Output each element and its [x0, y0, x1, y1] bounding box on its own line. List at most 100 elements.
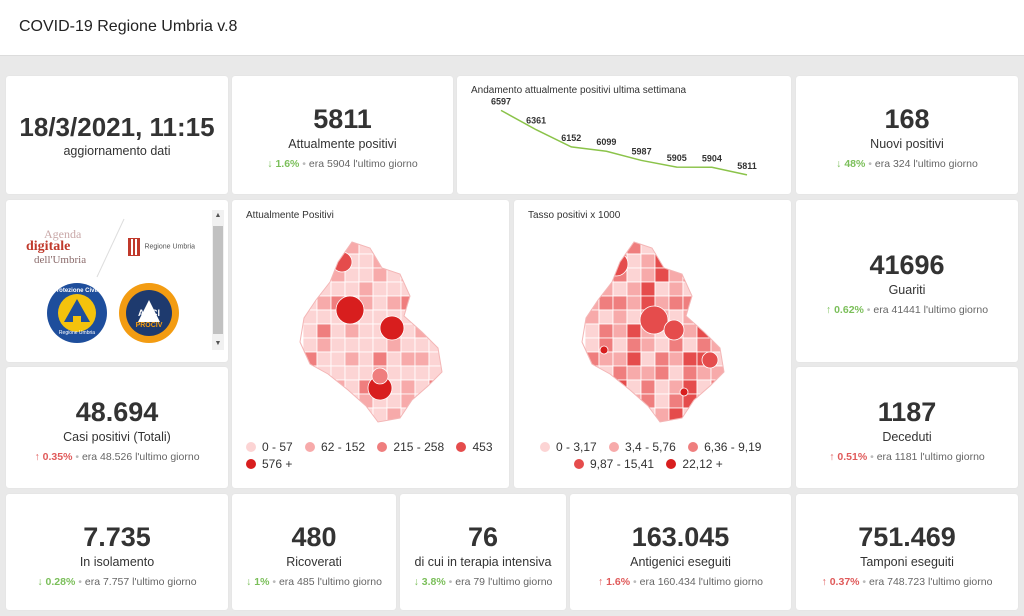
municipality-area[interactable]: [696, 337, 712, 353]
municipality-area[interactable]: [330, 421, 346, 436]
municipality-area[interactable]: [443, 408, 457, 422]
municipality-area[interactable]: [640, 365, 656, 381]
municipality-area[interactable]: [598, 253, 614, 269]
municipality-area[interactable]: [330, 337, 346, 353]
municipality-area[interactable]: [344, 365, 360, 381]
municipality-area[interactable]: [302, 253, 318, 269]
municipality-area[interactable]: [612, 309, 628, 325]
municipality-area[interactable]: [710, 337, 725, 353]
municipality-area[interactable]: [598, 240, 614, 255]
municipality-area[interactable]: [316, 253, 332, 269]
municipality-area[interactable]: [598, 295, 614, 311]
municipality-area[interactable]: [428, 379, 443, 395]
municipality-area[interactable]: [654, 337, 670, 353]
municipality-area[interactable]: [725, 380, 739, 394]
municipality-area[interactable]: [598, 351, 614, 367]
municipality-area[interactable]: [302, 281, 318, 297]
municipality-area[interactable]: [428, 421, 443, 436]
municipality-area[interactable]: [626, 379, 642, 395]
municipality-area[interactable]: [443, 352, 457, 366]
municipality-area[interactable]: [372, 421, 388, 436]
municipality-area[interactable]: [696, 407, 712, 422]
municipality-area[interactable]: [344, 393, 360, 409]
municipality-area[interactable]: [414, 323, 430, 339]
municipality-area[interactable]: [626, 309, 642, 325]
municipality-area[interactable]: [696, 323, 712, 339]
municipality-area[interactable]: [640, 253, 656, 269]
municipality-area[interactable]: [710, 407, 725, 422]
municipality-area[interactable]: [598, 309, 614, 325]
municipality-area[interactable]: [344, 379, 360, 395]
municipality-area[interactable]: [626, 253, 642, 269]
municipality-area[interactable]: [584, 379, 600, 395]
municipality-area[interactable]: [400, 337, 416, 353]
municipality-area[interactable]: [663, 319, 685, 341]
municipality-area[interactable]: [386, 295, 402, 311]
municipality-area[interactable]: [443, 310, 457, 324]
municipality-area[interactable]: [710, 323, 725, 339]
municipality-area[interactable]: [612, 421, 628, 436]
municipality-area[interactable]: [654, 365, 670, 381]
municipality-area[interactable]: [302, 365, 318, 381]
municipality-area[interactable]: [443, 394, 457, 408]
municipality-area[interactable]: [725, 282, 739, 296]
municipality-area[interactable]: [696, 295, 712, 311]
municipality-area[interactable]: [710, 281, 725, 297]
municipality-area[interactable]: [679, 387, 689, 397]
municipality-area[interactable]: [710, 253, 725, 269]
municipality-area[interactable]: [379, 315, 405, 341]
municipality-area[interactable]: [400, 421, 416, 436]
municipality-area[interactable]: [443, 282, 457, 296]
municipality-area[interactable]: [302, 337, 318, 353]
municipality-area[interactable]: [725, 254, 739, 268]
municipality-area[interactable]: [344, 337, 360, 353]
municipality-area[interactable]: [428, 240, 443, 255]
municipality-area[interactable]: [710, 267, 725, 283]
municipality-area[interactable]: [358, 337, 374, 353]
municipality-area[interactable]: [316, 365, 332, 381]
municipality-area[interactable]: [725, 310, 739, 324]
municipality-area[interactable]: [302, 421, 318, 436]
municipality-area[interactable]: [668, 351, 684, 367]
municipality-area[interactable]: [584, 323, 600, 339]
municipality-area[interactable]: [428, 337, 443, 353]
municipality-area[interactable]: [682, 323, 698, 339]
municipality-area[interactable]: [612, 323, 628, 339]
municipality-area[interactable]: [414, 281, 430, 297]
municipality-area[interactable]: [316, 351, 332, 367]
municipality-area[interactable]: [428, 267, 443, 283]
municipality-area[interactable]: [640, 379, 656, 395]
municipality-area[interactable]: [626, 351, 642, 367]
municipality-area[interactable]: [654, 240, 670, 255]
municipality-area[interactable]: [682, 351, 698, 367]
municipality-area[interactable]: [302, 323, 318, 339]
municipality-area[interactable]: [428, 323, 443, 339]
municipality-area[interactable]: [358, 351, 374, 367]
municipality-area[interactable]: [358, 267, 374, 283]
umbria-map-tasso[interactable]: [514, 200, 791, 488]
municipality-area[interactable]: [584, 365, 600, 381]
municipality-area[interactable]: [302, 379, 318, 395]
municipality-area[interactable]: [358, 281, 374, 297]
municipality-area[interactable]: [428, 281, 443, 297]
municipality-area[interactable]: [358, 421, 374, 436]
municipality-area[interactable]: [612, 351, 628, 367]
municipality-area[interactable]: [414, 309, 430, 325]
municipality-area[interactable]: [372, 295, 388, 311]
municipality-area[interactable]: [414, 365, 430, 381]
municipality-area[interactable]: [725, 268, 739, 282]
municipality-area[interactable]: [654, 379, 670, 395]
municipality-area[interactable]: [302, 240, 318, 255]
municipality-area[interactable]: [386, 240, 402, 255]
municipality-area[interactable]: [358, 407, 374, 422]
municipality-area[interactable]: [654, 407, 670, 422]
municipality-area[interactable]: [725, 324, 739, 338]
municipality-area[interactable]: [400, 407, 416, 422]
municipality-area[interactable]: [330, 407, 346, 422]
municipality-area[interactable]: [443, 422, 457, 436]
municipality-area[interactable]: [316, 393, 332, 409]
municipality-area[interactable]: [400, 365, 416, 381]
municipality-area[interactable]: [400, 281, 416, 297]
municipality-area[interactable]: [330, 323, 346, 339]
municipality-area[interactable]: [358, 323, 374, 339]
